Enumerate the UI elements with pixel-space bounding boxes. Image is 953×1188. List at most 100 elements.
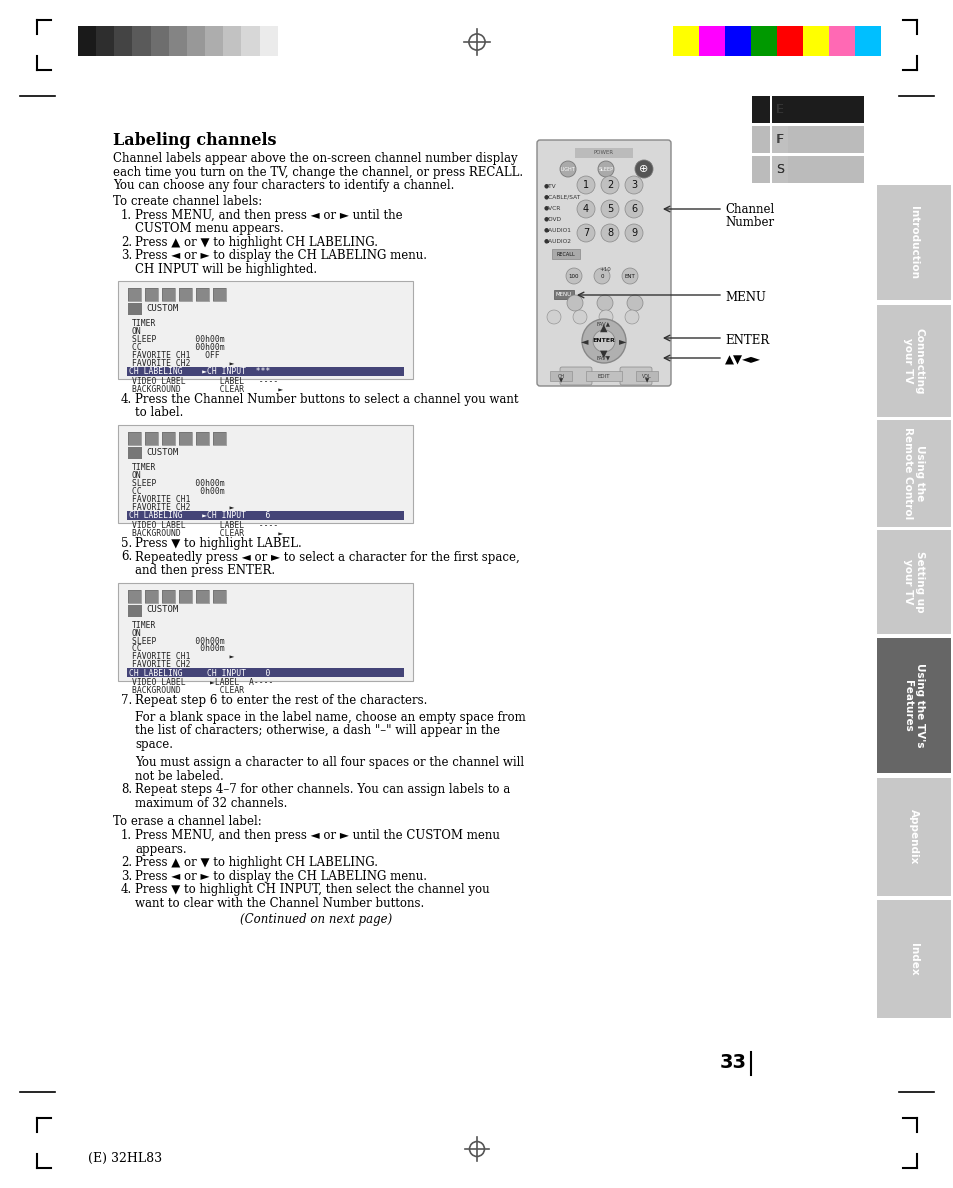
Bar	[179, 432, 192, 446]
Bar	[145, 432, 158, 446]
Circle shape	[577, 225, 595, 242]
Text: 4.: 4.	[121, 884, 132, 897]
Text: CH INPUT will be highlighted.: CH INPUT will be highlighted.	[135, 263, 316, 276]
Bar	[128, 287, 141, 301]
Text: CUSTOM menu appears.: CUSTOM menu appears.	[135, 222, 284, 235]
Bar	[787, 126, 863, 153]
Text: 2.: 2.	[121, 857, 132, 870]
Bar	[876, 778, 950, 896]
Bar	[128, 447, 142, 459]
Text: ENTER: ENTER	[724, 334, 768, 347]
Text: 4.: 4.	[121, 393, 132, 406]
Bar	[213, 589, 226, 602]
Text: +10: +10	[598, 266, 610, 272]
Bar	[751, 156, 769, 183]
Bar	[118, 282, 413, 379]
Text: VIDEO LABEL       LABEL   ----: VIDEO LABEL LABEL ----	[132, 522, 278, 530]
Bar	[751, 156, 769, 183]
Bar	[241, 26, 260, 56]
Text: Repeatedly press ◄ or ► to select a character for the first space,: Repeatedly press ◄ or ► to select a char…	[135, 550, 519, 563]
Text: (Continued on next page): (Continued on next page)	[240, 914, 393, 927]
Bar	[128, 303, 142, 315]
Bar	[876, 638, 950, 773]
Circle shape	[577, 176, 595, 194]
Circle shape	[546, 310, 560, 324]
Bar	[145, 287, 158, 301]
Circle shape	[566, 295, 582, 311]
Bar	[179, 589, 192, 602]
Text: and then press ENTER.: and then press ENTER.	[135, 564, 274, 577]
Text: Press the Channel Number buttons to select a channel you want: Press the Channel Number buttons to sele…	[135, 393, 518, 406]
Text: You can choose any four characters to identify a channel.: You can choose any four characters to id…	[112, 179, 454, 192]
Text: want to clear with the Channel Number buttons.: want to clear with the Channel Number bu…	[135, 897, 424, 910]
Text: ENT: ENT	[624, 273, 635, 278]
Circle shape	[565, 268, 581, 284]
Bar	[802, 26, 828, 56]
Text: FAV▼: FAV▼	[597, 355, 610, 360]
Text: Press ◄ or ► to display the CH LABELING menu.: Press ◄ or ► to display the CH LABELING …	[135, 249, 427, 263]
Text: CC            0h00m: CC 0h00m	[132, 487, 224, 497]
Circle shape	[598, 162, 614, 177]
Bar	[179, 287, 192, 301]
Text: 1.: 1.	[121, 829, 132, 842]
Circle shape	[581, 320, 625, 364]
Bar	[145, 287, 158, 301]
Bar	[128, 605, 142, 617]
Bar	[876, 305, 950, 417]
Text: MENU: MENU	[724, 291, 765, 304]
Bar	[876, 530, 950, 634]
Text: 5: 5	[606, 204, 613, 214]
Text: Press ◄ or ► to display the CH LABELING menu.: Press ◄ or ► to display the CH LABELING …	[135, 870, 427, 883]
Text: 3.: 3.	[121, 870, 132, 883]
Bar	[179, 589, 192, 602]
Bar	[151, 26, 169, 56]
Circle shape	[598, 310, 613, 324]
Text: 5.: 5.	[121, 537, 132, 550]
Bar	[828, 26, 855, 56]
Text: Channel labels appear above the on-screen channel number display: Channel labels appear above the on-scree…	[112, 152, 517, 165]
Text: TIMER: TIMER	[132, 620, 156, 630]
Bar	[636, 371, 658, 381]
Text: 1.: 1.	[121, 209, 132, 221]
Circle shape	[624, 200, 642, 219]
Text: Press MENU, and then press ◄ or ► until the CUSTOM menu: Press MENU, and then press ◄ or ► until …	[135, 829, 499, 842]
Bar	[195, 432, 209, 446]
Text: to label.: to label.	[135, 406, 183, 419]
Bar	[585, 371, 621, 381]
Bar	[127, 669, 403, 677]
Text: ►: ►	[618, 336, 626, 346]
Text: 6.: 6.	[121, 550, 132, 563]
Bar	[128, 432, 141, 446]
Bar	[114, 26, 132, 56]
Text: ENTER: ENTER	[592, 339, 615, 343]
Bar	[127, 511, 403, 520]
Bar	[750, 26, 777, 56]
Text: MENU: MENU	[556, 292, 572, 297]
Text: S: S	[775, 163, 783, 176]
Text: Labeling channels: Labeling channels	[112, 132, 276, 148]
Text: ▼: ▼	[558, 379, 562, 384]
Text: Press ▼ to highlight LABEL.: Press ▼ to highlight LABEL.	[135, 537, 301, 550]
Bar	[550, 371, 572, 381]
Bar	[751, 126, 769, 153]
Text: ON: ON	[132, 470, 142, 480]
Bar	[876, 185, 950, 301]
Text: FAVORITE CH1        ►: FAVORITE CH1 ►	[132, 652, 234, 662]
Text: (E) 32HL83: (E) 32HL83	[88, 1151, 162, 1164]
Circle shape	[573, 310, 586, 324]
Text: 8: 8	[606, 228, 613, 238]
Bar	[96, 26, 114, 56]
Text: BACKGROUND        CLEAR: BACKGROUND CLEAR	[132, 687, 244, 695]
Text: ●CABLE/SAT: ●CABLE/SAT	[543, 194, 580, 200]
Text: E: E	[775, 103, 783, 116]
Text: CUSTOM: CUSTOM	[146, 448, 178, 457]
Text: 100: 100	[568, 273, 578, 278]
Bar	[724, 26, 751, 56]
Bar	[552, 249, 579, 259]
Bar	[162, 589, 174, 602]
Bar	[195, 589, 209, 602]
Text: 6: 6	[630, 204, 637, 214]
Text: Press MENU, and then press ◄ or ► until the: Press MENU, and then press ◄ or ► until …	[135, 209, 402, 221]
Text: ●AUDIO1: ●AUDIO1	[543, 227, 571, 232]
Text: LIGHT: LIGHT	[560, 166, 575, 171]
